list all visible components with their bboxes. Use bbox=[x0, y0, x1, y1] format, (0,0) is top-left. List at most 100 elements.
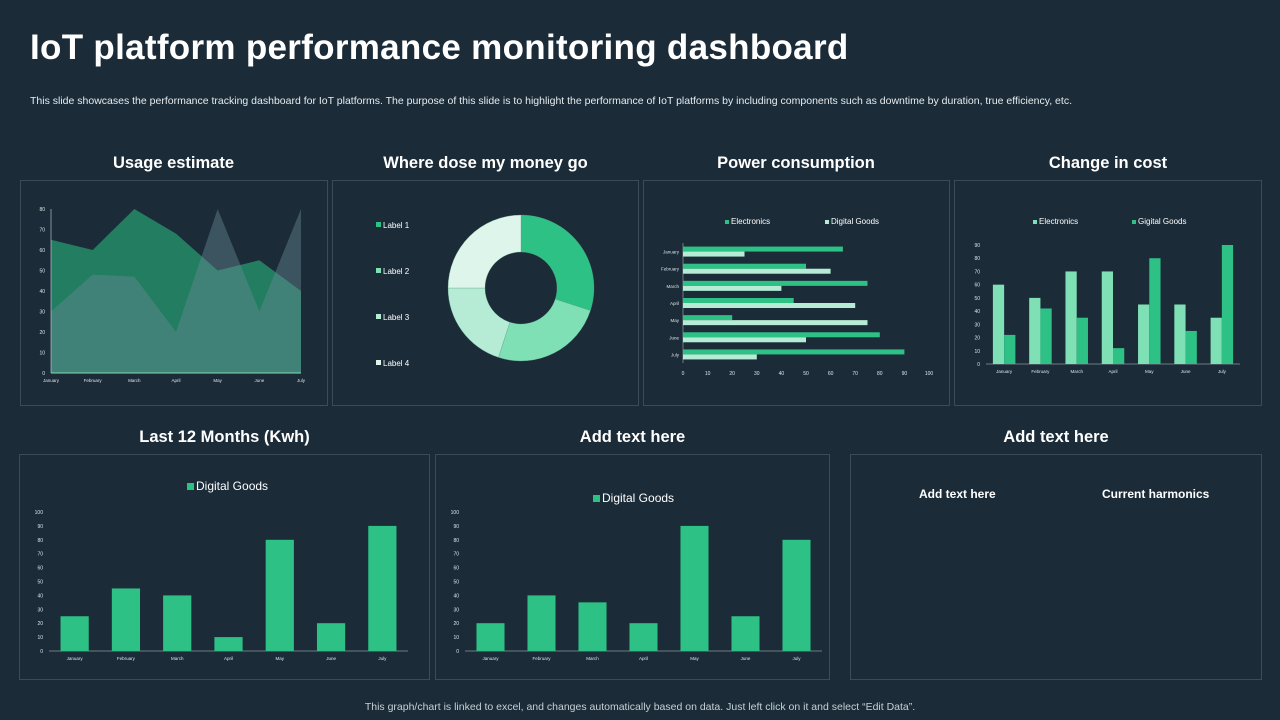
bar-electronics bbox=[1101, 271, 1113, 364]
y-tick-label: July bbox=[671, 352, 680, 357]
y-tick-label: 40 bbox=[39, 289, 45, 295]
x-tick-label: June bbox=[741, 656, 751, 661]
bar-digital-goods bbox=[683, 251, 745, 257]
power-chart[interactable]: 0 10 20 30 40 50 60 70 80 90 100 January February Mar… bbox=[643, 180, 950, 406]
x-tick-label: May bbox=[276, 656, 285, 661]
bar-digital-goods bbox=[629, 623, 658, 651]
y-tick-label: 90 bbox=[37, 524, 43, 530]
y-tick-label: March bbox=[666, 284, 679, 289]
bar-electronics bbox=[683, 246, 843, 252]
bar-electronics bbox=[1138, 304, 1150, 364]
bar-digital-goods bbox=[60, 616, 89, 651]
legend-label: Digital Goods bbox=[831, 217, 879, 226]
x-tick-label: July bbox=[1218, 369, 1227, 374]
money-chart[interactable]: Label 1 Label 2 Label 3 Label 4 bbox=[332, 180, 639, 406]
area-series-1 bbox=[51, 209, 301, 373]
y-tick-label: 30 bbox=[37, 607, 43, 613]
text-right: Current harmonics bbox=[1102, 487, 1210, 501]
y-tick-label: 70 bbox=[453, 552, 459, 558]
y-tick-label: 90 bbox=[974, 243, 980, 249]
x-tick-label: April bbox=[224, 656, 233, 661]
bar-digital-goods bbox=[731, 616, 760, 651]
bar-electronics bbox=[683, 332, 880, 338]
last12-chart[interactable]: 0 10 20 30 40 50 60 70 80 90 100 January February Mar… bbox=[19, 454, 430, 680]
bar-electronics bbox=[683, 280, 868, 286]
x-tick-label: February bbox=[1031, 369, 1050, 374]
y-tick-label: 40 bbox=[453, 593, 459, 599]
usage-chart[interactable]: 0 10 20 30 40 50 60 70 80 January February March Apr… bbox=[20, 180, 328, 406]
legend-swatch bbox=[725, 220, 729, 224]
x-tick-label: 80 bbox=[877, 371, 883, 377]
bar-gigital-goods bbox=[1076, 317, 1088, 364]
y-tick-label: 90 bbox=[453, 524, 459, 530]
bar-digital-goods bbox=[316, 623, 346, 651]
bar-digital-goods bbox=[111, 588, 141, 651]
bar-digital-goods bbox=[683, 337, 806, 343]
bar-electronics bbox=[1065, 271, 1077, 364]
bar-electronics bbox=[992, 284, 1005, 364]
y-tick-label: 50 bbox=[453, 580, 459, 586]
bar-gigital-goods bbox=[1221, 245, 1234, 364]
x-tick-label: 20 bbox=[729, 371, 735, 377]
donut-slice bbox=[498, 298, 591, 362]
text-left: Add text here bbox=[919, 487, 996, 501]
y-tick-label: 20 bbox=[453, 621, 459, 627]
legend-label: Digital Goods bbox=[196, 479, 268, 493]
x-tick-label: March bbox=[128, 378, 141, 383]
page-title: IoT platform performance monitoring dash… bbox=[30, 28, 849, 67]
y-tick-label: 70 bbox=[974, 269, 980, 275]
bar-digital-goods bbox=[214, 637, 243, 651]
addtext-title: Add text here bbox=[579, 428, 686, 446]
x-tick-label: January bbox=[67, 656, 84, 661]
y-tick-label: 60 bbox=[37, 566, 43, 572]
y-tick-label: 50 bbox=[974, 296, 980, 302]
bar-gigital-goods bbox=[1113, 348, 1125, 364]
legend-label: Electronics bbox=[731, 217, 770, 226]
bar-digital-goods bbox=[782, 539, 811, 651]
bar-electronics bbox=[683, 349, 905, 355]
legend-label: Label 2 bbox=[383, 267, 410, 276]
y-tick-label: 0 bbox=[456, 649, 459, 655]
bar-electronics bbox=[683, 263, 806, 269]
usage-title: Usage estimate bbox=[112, 154, 235, 172]
legend-label: Electronics bbox=[1039, 217, 1078, 226]
cost-chart[interactable]: 0 10 20 30 40 50 60 70 80 90 January February March A… bbox=[954, 180, 1262, 406]
y-tick-label: April bbox=[670, 301, 679, 306]
x-tick-label: April bbox=[1108, 369, 1117, 374]
y-tick-label: May bbox=[670, 318, 679, 323]
y-tick-label: 20 bbox=[974, 336, 980, 342]
footer-note: This graph/chart is linked to excel, and… bbox=[364, 701, 916, 713]
x-tick-label: 0 bbox=[682, 371, 685, 377]
y-tick-label: 20 bbox=[39, 330, 45, 336]
legend-swatch bbox=[825, 220, 829, 224]
y-tick-label: 30 bbox=[453, 607, 459, 613]
bar-electronics bbox=[683, 315, 733, 321]
legend-label: Label 3 bbox=[383, 313, 410, 322]
y-tick-label: 30 bbox=[974, 322, 980, 328]
bar-digital-goods bbox=[163, 595, 192, 651]
x-tick-label: February bbox=[532, 656, 551, 661]
y-tick-label: June bbox=[669, 335, 679, 340]
y-tick-label: 0 bbox=[40, 649, 43, 655]
last12-title: Last 12 Months (Kwh) bbox=[139, 428, 310, 446]
x-tick-label: January bbox=[996, 369, 1013, 374]
legend-swatch bbox=[1132, 220, 1136, 224]
area-series-2 bbox=[51, 209, 301, 373]
x-tick-label: March bbox=[586, 656, 599, 661]
y-tick-label: 0 bbox=[977, 362, 980, 368]
x-tick-label: May bbox=[1145, 369, 1154, 374]
legend-swatch bbox=[187, 483, 194, 490]
bar-digital-goods bbox=[683, 303, 856, 308]
y-tick-label: 0 bbox=[42, 371, 45, 377]
bar-gigital-goods bbox=[1004, 334, 1016, 364]
addtext-chart[interactable]: 0 10 20 30 40 50 60 70 80 90 100 January February Mar… bbox=[435, 454, 830, 680]
bar-digital-goods bbox=[683, 354, 757, 360]
x-tick-label: 40 bbox=[779, 371, 785, 377]
y-tick-label: February bbox=[661, 267, 680, 272]
legend-label: Label 4 bbox=[383, 359, 410, 368]
x-tick-label: 90 bbox=[902, 371, 908, 377]
x-tick-label: January bbox=[43, 378, 60, 383]
x-tick-label: 100 bbox=[925, 371, 934, 377]
x-tick-label: April bbox=[639, 656, 648, 661]
y-tick-label: 10 bbox=[39, 351, 45, 357]
